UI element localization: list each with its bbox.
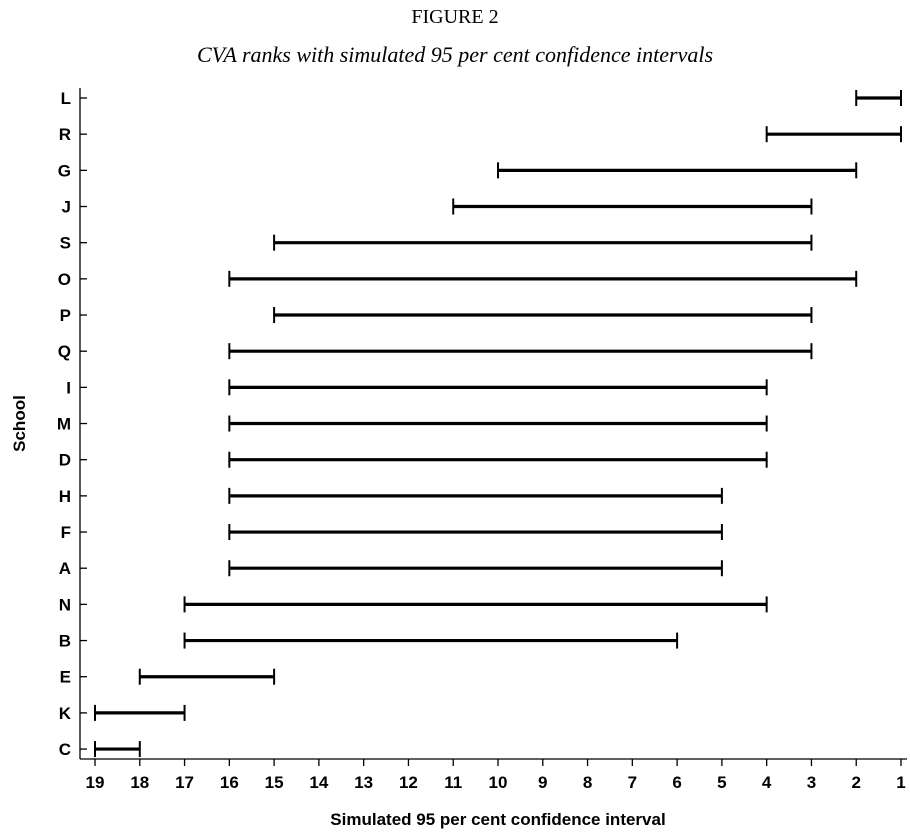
interval-O [228,270,858,287]
interval-G [497,162,858,179]
y-axis-title: School [10,395,29,452]
interval-E [138,668,276,685]
interval-S [273,234,813,251]
x-tick-label-12: 12 [399,773,418,792]
interval-M [228,415,768,432]
y-tick-label-S: S [60,234,71,253]
y-tick-label-L: L [61,89,71,108]
x-tick-label-9: 9 [538,773,547,792]
intervals-layer [94,90,902,758]
chart-title: CVA ranks with simulated 95 per cent con… [196,42,714,67]
y-tick-label-K: K [59,704,72,723]
x-tick-label-19: 19 [86,773,105,792]
y-tick-label-C: C [59,740,71,759]
y-tick-label-F: F [61,523,71,542]
interval-D [228,451,768,468]
y-tick-label-E: E [60,668,71,687]
x-tick-label-14: 14 [309,773,328,792]
interval-P [273,307,813,324]
y-tick-label-D: D [59,451,71,470]
y-tick-label-M: M [57,415,71,434]
x-tick-label-10: 10 [489,773,508,792]
x-tick-label-5: 5 [717,773,726,792]
x-tick-label-6: 6 [672,773,681,792]
x-tick-label-16: 16 [220,773,239,792]
x-tick-label-13: 13 [354,773,373,792]
y-tick-label-N: N [59,595,71,614]
x-tick-label-4: 4 [762,773,772,792]
y-tick-label-H: H [59,487,71,506]
interval-Q [228,343,813,360]
interval-B [183,632,679,649]
x-tick-label-11: 11 [444,773,462,792]
x-tick-label-8: 8 [583,773,592,792]
y-tick-label-I: I [66,378,71,397]
interval-J [452,198,813,215]
x-tick-label-2: 2 [851,773,860,792]
x-tick-label-17: 17 [175,773,194,792]
x-axis-title: Simulated 95 per cent confidence interva… [330,810,665,829]
x-tick-label-3: 3 [807,773,816,792]
y-tick-label-G: G [58,161,71,180]
y-tick-label-A: A [59,559,71,578]
y-tick-label-B: B [59,632,71,651]
interval-C [94,741,141,758]
y-tick-label-J: J [62,198,71,217]
interval-R [765,126,902,143]
interval-F [228,524,723,541]
x-tick-label-7: 7 [628,773,637,792]
x-tick-label-15: 15 [265,773,284,792]
y-tick-label-P: P [60,306,71,325]
interval-K [94,704,186,721]
interval-I [228,379,768,396]
y-tick-label-R: R [59,125,71,144]
interval-H [228,487,723,504]
interval-A [228,560,723,577]
interval-N [183,596,768,613]
x-tick-label-18: 18 [130,773,149,792]
figure-label: FIGURE 2 [411,6,499,28]
y-tick-label-O: O [58,270,71,289]
y-tick-label-Q: Q [58,342,71,361]
x-tick-label-1: 1 [896,773,905,792]
interval-L [855,90,902,106]
